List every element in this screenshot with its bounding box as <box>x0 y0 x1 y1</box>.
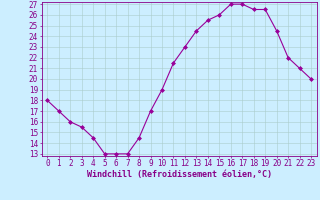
X-axis label: Windchill (Refroidissement éolien,°C): Windchill (Refroidissement éolien,°C) <box>87 170 272 179</box>
